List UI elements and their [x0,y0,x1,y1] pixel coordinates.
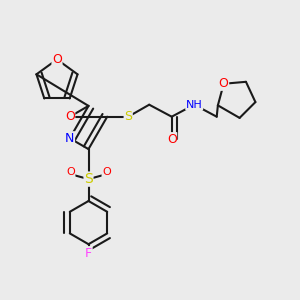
Text: O: O [167,133,177,146]
Text: S: S [84,172,93,186]
Text: O: O [52,53,62,66]
Text: O: O [102,167,111,177]
Text: N: N [65,132,74,145]
Text: F: F [85,247,92,260]
Text: O: O [65,110,75,123]
Text: S: S [124,110,132,123]
Text: NH: NH [186,100,202,110]
Text: O: O [219,77,229,90]
Text: O: O [66,167,75,177]
